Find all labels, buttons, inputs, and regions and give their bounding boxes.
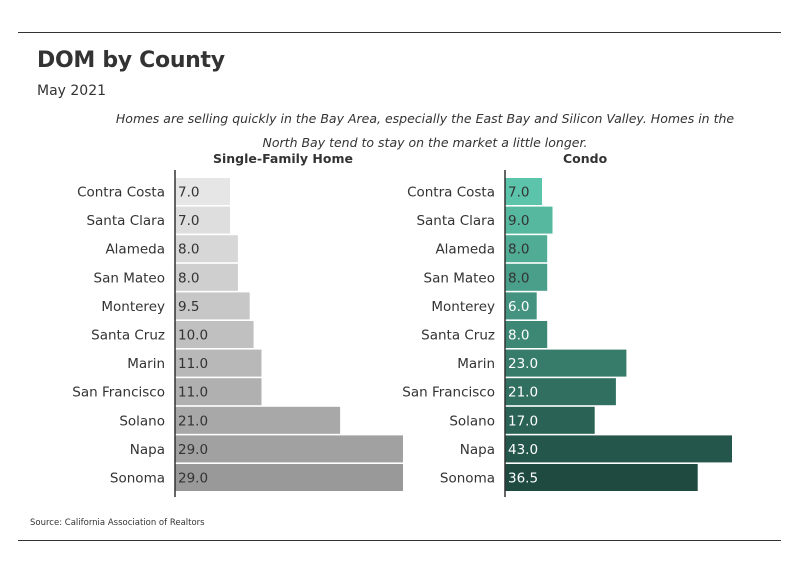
- source-note: Source: California Association of Realto…: [30, 518, 205, 528]
- sfh-value-label: 10.0: [178, 328, 208, 344]
- sfh-value-label: 29.0: [178, 471, 208, 487]
- chart-subtitle: May 2021: [37, 83, 107, 99]
- sfh-panel-title: Single-Family Home: [213, 151, 353, 166]
- condo-category-label: Solano: [449, 413, 495, 429]
- condo-bar: [505, 406, 595, 434]
- sfh-value-label: 11.0: [178, 385, 208, 401]
- sfh-category-label: Santa Clara: [86, 213, 165, 229]
- condo-bar: [505, 435, 732, 463]
- condo-bar: [505, 349, 627, 377]
- sfh-category-label: Marin: [127, 356, 165, 372]
- sfh-bar: [175, 321, 254, 348]
- condo-category-label: Contra Costa: [407, 185, 495, 201]
- top-rule: [18, 32, 781, 33]
- condo-category-label: San Francisco: [402, 385, 495, 401]
- sfh-category-label: Contra Costa: [77, 185, 165, 201]
- sfh-bar: [175, 206, 230, 234]
- condo-category-label: Marin: [457, 356, 495, 372]
- condo-bar: [505, 378, 616, 406]
- condo-value-label: 36.5: [508, 471, 538, 487]
- sfh-category-label: Monterey: [101, 299, 165, 315]
- condo-bar: [505, 235, 548, 263]
- condo-bar: [505, 464, 698, 491]
- condo-category-label: Monterey: [431, 299, 495, 315]
- sfh-value-label: 8.0: [178, 242, 199, 258]
- sfh-bar-panel: 7.0 Contra Costa 7.0 Santa Clara 8.0 Alameda 8…: [72, 170, 403, 497]
- condo-category-label: Alameda: [435, 242, 495, 258]
- sfh-bar: [175, 263, 238, 291]
- condo-value-label: 8.0: [508, 242, 529, 258]
- sfh-category-label: Alameda: [105, 242, 165, 258]
- sfh-category-label: Sonoma: [110, 471, 165, 487]
- sfh-value-label: 7.0: [178, 213, 199, 229]
- condo-value-label: 9.0: [508, 213, 529, 229]
- condo-bar: [505, 206, 553, 234]
- condo-value-label: 6.0: [508, 299, 529, 315]
- sfh-bar: [175, 235, 238, 263]
- condo-value-label: 17.0: [508, 413, 538, 429]
- condo-category-label: Sonoma: [440, 471, 495, 487]
- sfh-category-label: Solano: [119, 413, 165, 429]
- condo-category-label: San Mateo: [424, 270, 495, 286]
- condo-value-label: 23.0: [508, 356, 538, 372]
- sfh-value-label: 7.0: [178, 185, 199, 201]
- condo-bar: [505, 263, 548, 291]
- chart-description: Homes are selling quickly in the Bay Are…: [115, 111, 735, 150]
- condo-value-label: 21.0: [508, 385, 538, 401]
- condo-value-label: 7.0: [508, 185, 529, 201]
- condo-bar: [505, 321, 548, 348]
- condo-value-label: 8.0: [508, 270, 529, 286]
- chart-title: DOM by County: [37, 48, 225, 73]
- sfh-category-label: Napa: [130, 442, 165, 458]
- sfh-category-label: San Francisco: [72, 385, 165, 401]
- sfh-bar: [175, 406, 341, 434]
- condo-category-label: Santa Cruz: [421, 328, 495, 344]
- condo-bar-panel: 7.0 Contra Costa 9.0 Santa Clara 8.0 Alameda 8…: [402, 170, 732, 497]
- sfh-value-label: 8.0: [178, 270, 199, 286]
- sfh-category-label: San Mateo: [94, 270, 165, 286]
- condo-category-label: Santa Clara: [416, 213, 495, 229]
- sfh-value-label: 21.0: [178, 413, 208, 429]
- sfh-value-label: 29.0: [178, 442, 208, 458]
- sfh-bar: [175, 292, 250, 320]
- sfh-value-label: 9.5: [178, 299, 199, 315]
- sfh-bar: [175, 178, 230, 205]
- condo-value-label: 8.0: [508, 328, 529, 344]
- sfh-bar: [175, 349, 262, 377]
- sfh-category-label: Santa Cruz: [91, 328, 165, 344]
- sfh-bar: [175, 378, 262, 406]
- bottom-rule: [18, 540, 781, 541]
- sfh-bar: [175, 435, 403, 463]
- condo-category-label: Napa: [460, 442, 495, 458]
- condo-bar: [505, 292, 537, 320]
- sfh-bar: [175, 464, 403, 491]
- sfh-value-label: 11.0: [178, 356, 208, 372]
- condo-value-label: 43.0: [508, 442, 538, 458]
- condo-panel-title: Condo: [563, 151, 608, 166]
- condo-bar: [505, 178, 542, 205]
